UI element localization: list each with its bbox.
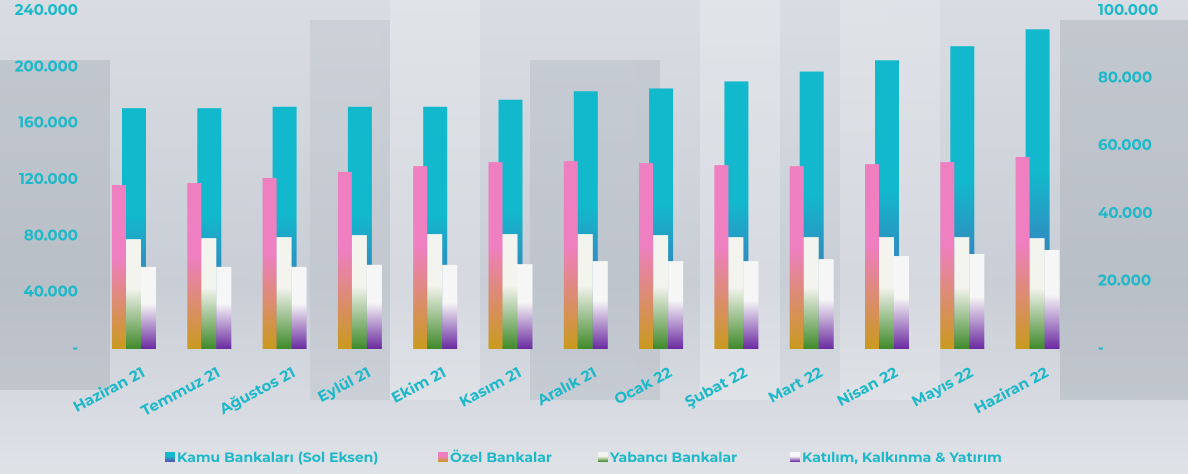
bar (352, 235, 367, 349)
bar (564, 161, 578, 349)
bar (367, 265, 382, 349)
y2-tick-label: - (1098, 338, 1104, 357)
bar (338, 172, 352, 349)
legend-label: Özel Bankalar (450, 448, 552, 466)
bar (639, 163, 653, 349)
legend-swatch (790, 452, 800, 462)
bar (954, 237, 969, 349)
bar (126, 239, 141, 349)
bar (969, 254, 984, 349)
y-tick-label: 40.000 (23, 282, 78, 301)
bar (728, 237, 743, 349)
bar (1016, 157, 1030, 349)
y-tick-label: 80.000 (24, 225, 78, 244)
bar (894, 256, 909, 349)
bar (201, 238, 216, 349)
bar (503, 234, 518, 349)
y-tick-label: - (72, 338, 78, 357)
y-tick-label: 240.000 (15, 0, 78, 19)
y-tick-label: 160.000 (18, 113, 78, 132)
bar (790, 166, 804, 349)
bar (1045, 250, 1060, 349)
bar (263, 178, 277, 349)
bar (518, 264, 533, 349)
bar (668, 261, 683, 349)
legend-label: Kamu Bankaları (Sol Eksen) (177, 448, 378, 466)
bar (593, 261, 608, 349)
legend-swatch (598, 452, 608, 462)
bar (112, 185, 126, 349)
bar (413, 166, 427, 349)
bar (653, 235, 668, 349)
bar (804, 237, 819, 349)
bar (442, 265, 457, 349)
bar (427, 234, 442, 349)
bar (819, 259, 834, 349)
bar (141, 267, 156, 349)
y2-tick-label: 80.000 (1098, 68, 1152, 87)
bar (1030, 238, 1045, 349)
y2-tick-label: 100.000 (1098, 0, 1158, 19)
bar (489, 162, 503, 349)
legend-swatch (438, 452, 448, 462)
bar (216, 267, 231, 349)
bar (743, 261, 758, 349)
y2-tick-label: 60.000 (1098, 135, 1152, 154)
bar (714, 165, 728, 349)
bar (578, 234, 593, 349)
bar (292, 267, 307, 349)
y2-tick-label: 40.000 (1098, 203, 1153, 222)
bar (865, 164, 879, 349)
bar (940, 162, 954, 349)
y2-tick-label: 20.000 (1098, 270, 1151, 289)
y-tick-label: 200.000 (15, 56, 78, 75)
bar (187, 183, 201, 349)
legend-label: Katılım, Kalkınma & Yatırım (802, 448, 1002, 466)
bar (277, 237, 292, 349)
chart: - 40.000 80.000 120.000 160.000 200.000 240.00… (0, 0, 1188, 474)
legend-label: Yabancı Bankalar (609, 448, 737, 466)
y-tick-label: 120.000 (19, 169, 78, 188)
legend-swatch (165, 452, 175, 462)
bar (879, 237, 894, 349)
